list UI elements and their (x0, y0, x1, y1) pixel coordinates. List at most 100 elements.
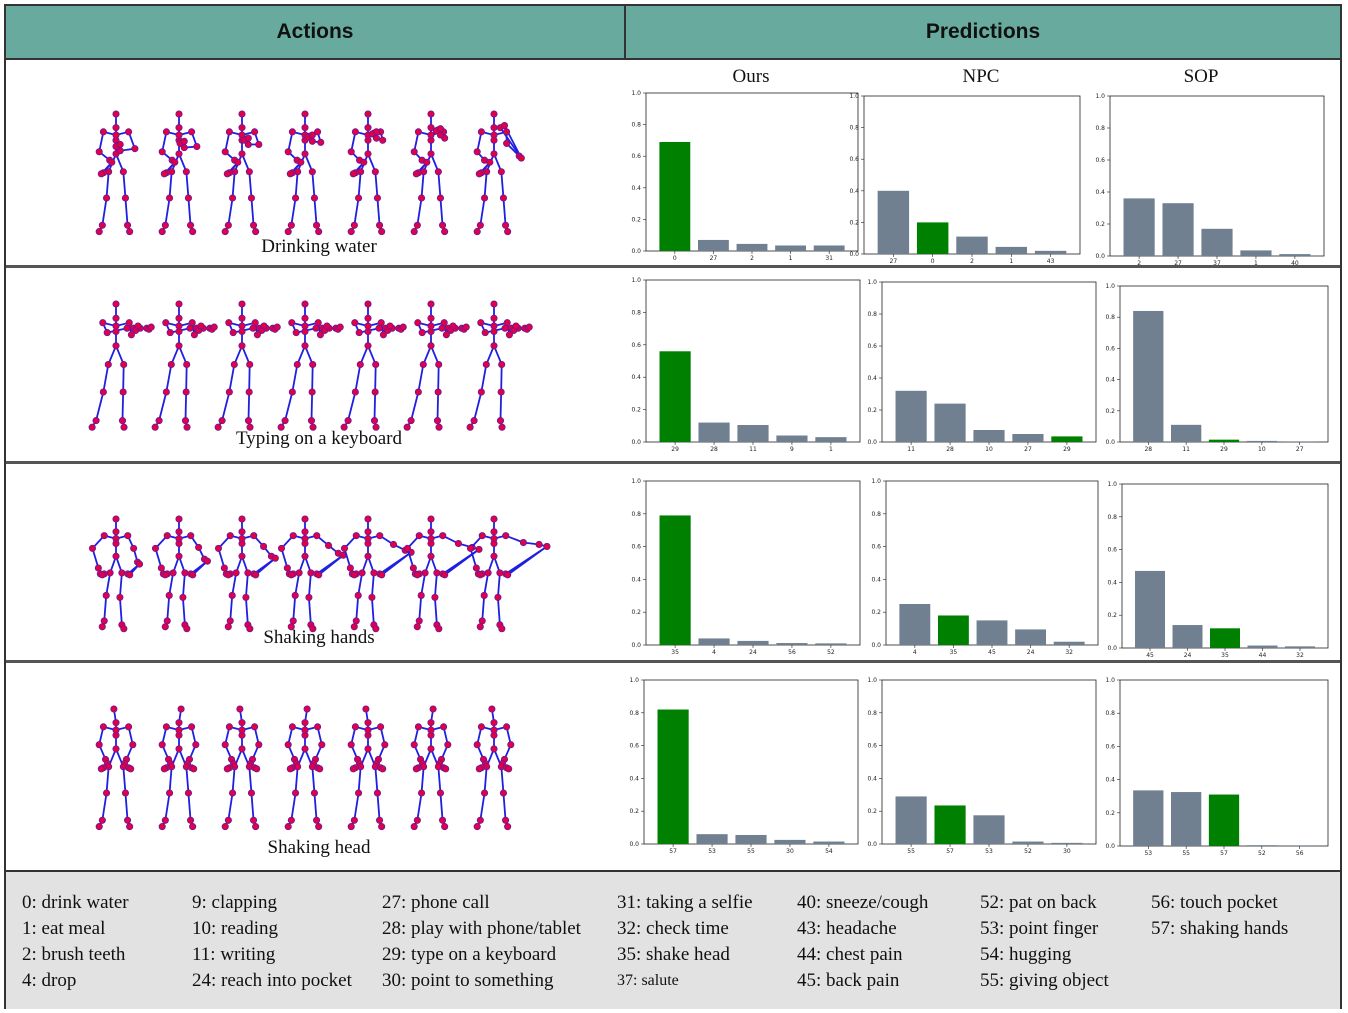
y-tick-label: 0.6 (631, 342, 641, 349)
skeleton-joint (116, 593, 124, 601)
skeleton-joint (364, 110, 372, 118)
x-tick-label: 40 (1291, 260, 1299, 267)
skeleton-joint (287, 221, 295, 229)
legend-item: 53: point finger (980, 918, 1099, 939)
skeleton-joint (486, 158, 494, 166)
skeleton-joint (238, 300, 246, 308)
bar (698, 638, 730, 645)
skeleton-bone (311, 766, 316, 794)
skeleton-joint (418, 194, 426, 202)
x-tick-label: 27 (1296, 446, 1304, 453)
y-tick-label: 1.0 (1095, 93, 1105, 100)
skeleton-bone (124, 792, 129, 821)
y-tick-label: 0.2 (1095, 221, 1105, 228)
skeleton-joint (221, 228, 229, 236)
skeleton-joint (120, 423, 128, 431)
skeleton-joint (238, 150, 246, 158)
legend-item: 37: salute (617, 972, 679, 989)
bar (737, 424, 769, 442)
y-tick-label: 1.0 (849, 93, 859, 100)
skeleton-joint (288, 319, 296, 327)
skeleton-bone (371, 572, 375, 598)
x-tick-label: 56 (788, 649, 796, 656)
skeleton-joint (225, 388, 233, 396)
skeleton-joint (160, 170, 168, 178)
skeleton-joint (158, 741, 166, 749)
skeleton-joint (379, 136, 387, 144)
y-tick-label: 0.2 (631, 407, 641, 414)
skeleton-joint (503, 319, 511, 327)
skeleton-joint (427, 131, 435, 139)
skeleton-joint (221, 148, 229, 156)
skeleton-joint (255, 741, 263, 749)
skeleton-joint (120, 625, 128, 633)
skeleton-bone (245, 572, 249, 598)
skeleton-bone (103, 595, 108, 621)
skeleton-joint (340, 544, 349, 552)
bar-chart-npc-row-3: 0.0 0.2 0.4 0.6 0.8 1.0 55 57 53 52 30 (867, 677, 1097, 855)
y-tick-label: 0.6 (867, 343, 877, 350)
skeleton-bone (381, 551, 412, 576)
skeleton-bone (245, 597, 249, 625)
skeleton-pose-icon (277, 515, 347, 633)
legend-item: 32: check time (617, 918, 729, 939)
skeleton-bone (434, 572, 438, 598)
skeleton-joint (252, 571, 260, 579)
skeleton-joint (175, 131, 183, 139)
skeleton-joint (129, 741, 137, 749)
bar-chart-ours-row-1: 0.0 0.2 0.4 0.6 0.8 1.0 29 28 11 9 1 (631, 277, 861, 453)
skeleton-joint (412, 765, 420, 773)
skeleton-bone (231, 572, 238, 596)
skeleton-joint (161, 221, 169, 229)
skeleton-joint (183, 625, 191, 633)
x-tick-label: 53 (1144, 850, 1152, 857)
bar (775, 245, 807, 251)
skeleton-joint (246, 625, 254, 633)
skeleton-joint (378, 228, 386, 236)
skeleton-joint (103, 789, 111, 797)
action-label-drinking-water: Drinking water (261, 236, 377, 257)
skeleton-bone (250, 197, 255, 226)
row-divider (6, 461, 1340, 464)
skeleton-joint (95, 148, 103, 156)
y-tick-label: 1.0 (631, 90, 641, 97)
skeleton-joint (238, 535, 246, 543)
skeleton-joint (251, 723, 259, 731)
x-tick-label: 44 (1259, 652, 1267, 659)
skeleton-bone (410, 391, 420, 421)
x-tick-label: 29 (1220, 446, 1228, 453)
skeleton-joint (436, 194, 445, 202)
skeleton-joint (436, 789, 445, 797)
skeleton-joint (158, 228, 166, 236)
legend-item: 2: brush teeth (22, 944, 126, 965)
skeleton-joint (238, 745, 246, 753)
legend-item: 4: drop (22, 970, 77, 991)
skeleton-joint (500, 122, 509, 130)
skeleton-joint (246, 360, 254, 369)
x-tick-label: 4 (712, 649, 716, 656)
skeleton-joint (427, 535, 435, 543)
skeleton-joint (229, 329, 237, 337)
skeleton-joint (414, 319, 422, 327)
y-tick-label: 0.2 (849, 219, 859, 226)
y-tick-label: 0.6 (849, 156, 859, 163)
skeleton-joint (512, 322, 520, 330)
skeleton-joint (179, 593, 187, 601)
skeleton-joint (301, 314, 309, 322)
skeleton-pose-icon (410, 705, 452, 831)
y-tick-label: 0.2 (867, 407, 877, 414)
skeleton-joint (490, 528, 498, 536)
skeleton-joint (247, 194, 256, 202)
skeleton-joint (379, 331, 387, 339)
skeleton-joint (503, 128, 511, 136)
skeleton-joint (108, 158, 116, 166)
skeleton-joint (477, 388, 485, 396)
skeleton-bone (418, 595, 423, 621)
skeleton-bone (483, 171, 488, 199)
bar (736, 243, 768, 251)
x-tick-label: 27 (890, 258, 898, 265)
skeleton-joint (315, 823, 323, 831)
skeleton-joint (147, 323, 155, 331)
x-tick-label: 57 (1220, 850, 1228, 857)
skeleton-bone (119, 597, 123, 625)
